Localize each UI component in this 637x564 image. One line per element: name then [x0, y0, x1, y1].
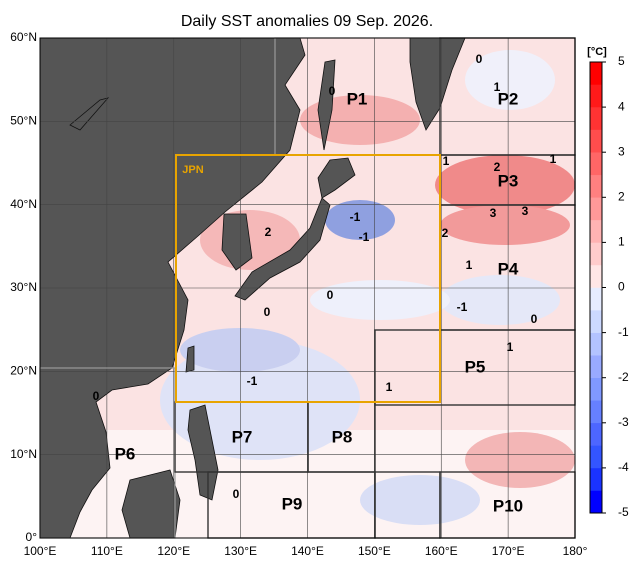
colorbar-tick-label: -3: [618, 415, 629, 429]
contour-label: 2: [494, 160, 501, 174]
colorbar-swatch: [590, 129, 602, 153]
lon-tick-label: 140°E: [291, 544, 324, 558]
lat-tick-label: 50°N: [10, 114, 37, 128]
lat-tick-label: 10°N: [10, 447, 37, 461]
lon-tick-label: 100°E: [24, 544, 57, 558]
contour-label: 1: [386, 380, 393, 394]
contour-label: 0: [93, 389, 100, 403]
contour-label: 3: [490, 206, 497, 220]
colorbar-swatch: [590, 355, 602, 378]
colorbar-swatch: [590, 422, 602, 446]
colorbar-swatch: [590, 400, 602, 424]
colorbar-tick-label: 4: [618, 99, 625, 113]
colorbar-tick-label: -5: [618, 505, 629, 519]
colorbar-swatch: [590, 197, 602, 221]
colorbar-tick-label: -1: [618, 325, 629, 339]
contour-label: 1: [443, 154, 450, 168]
lon-tick-label: 130°E: [224, 544, 257, 558]
colorbar-tick-label: 5: [618, 54, 625, 68]
region-label: P2: [498, 89, 519, 108]
colorbar-unit: [°C]: [587, 46, 607, 58]
region-label: P6: [115, 444, 136, 463]
lat-tick-label: 20°N: [10, 364, 37, 378]
colorbar-swatch: [590, 107, 602, 130]
colorbar-tick-label: 0: [618, 280, 625, 294]
colorbar-swatch: [590, 287, 602, 311]
colorbar-tick-label: 2: [618, 189, 625, 203]
region-label: P4: [498, 259, 519, 278]
colorbar-swatch: [590, 445, 602, 469]
region-label: P8: [332, 427, 353, 446]
colorbar-swatch: [590, 152, 602, 176]
colorbar-swatch: [590, 467, 602, 491]
region-label: P7: [232, 427, 253, 446]
colorbar-tick-label: 3: [618, 144, 625, 158]
contour-label: -1: [359, 230, 370, 244]
lat-tick-label: 30°N: [10, 280, 37, 294]
region-label: JPN: [182, 164, 203, 176]
lat-tick-label: 60°N: [10, 30, 37, 44]
colorbar-swatch: [590, 219, 602, 243]
lat-tick-label: 0°: [26, 530, 38, 544]
region-label: P9: [282, 494, 303, 513]
map-title: Daily SST anomalies 09 Sep. 2026.: [181, 13, 433, 30]
colorbar-tick-label: -2: [618, 370, 629, 384]
contour-label: 1: [494, 80, 501, 94]
colorbar-swatch: [590, 242, 602, 266]
region-label: P10: [493, 496, 523, 515]
colorbar-swatch: [590, 264, 602, 288]
colorbar-tick-label: -4: [618, 460, 629, 474]
colorbar-swatch: [590, 174, 602, 198]
map-frame: [39, 37, 576, 539]
contour-label: 1: [466, 258, 473, 272]
contour-label: 0: [327, 288, 334, 302]
region-label: P1: [347, 89, 368, 108]
contour-label: 1: [507, 340, 514, 354]
contour-label: -1: [350, 210, 361, 224]
colorbar-swatch: [590, 84, 602, 108]
lon-tick-label: 110°E: [91, 544, 123, 558]
contour-label: 0: [476, 52, 483, 66]
lon-tick-label: 160°E: [425, 544, 458, 558]
colorbar-swatch: [590, 490, 602, 514]
lat-tick-label: 40°N: [10, 197, 37, 211]
colorbar-swatch: [590, 377, 602, 401]
contour-label: 0: [531, 312, 538, 326]
colorbar-tick-label: 1: [618, 235, 625, 249]
contour-label: -1: [247, 374, 258, 388]
contour-label: 0: [264, 305, 271, 319]
contour-label: 1: [550, 152, 557, 166]
colorbar-swatch: [590, 332, 602, 356]
contour-label: 3: [522, 204, 529, 218]
contour-label: 2: [265, 225, 272, 239]
contour-label: -1: [457, 300, 468, 314]
lon-tick-label: 120°E: [157, 544, 190, 558]
lon-tick-label: 150°E: [358, 544, 391, 558]
contour-label: 0: [329, 84, 336, 98]
colorbar-swatch: [590, 62, 602, 85]
lon-tick-label: 180°: [563, 544, 588, 558]
contour-label: 2: [442, 226, 449, 240]
contour-label: 0: [233, 487, 240, 501]
lon-tick-label: 170°E: [492, 544, 525, 558]
colorbar-swatch: [590, 310, 602, 333]
region-label: P5: [465, 357, 486, 376]
region-label: P3: [498, 171, 519, 190]
